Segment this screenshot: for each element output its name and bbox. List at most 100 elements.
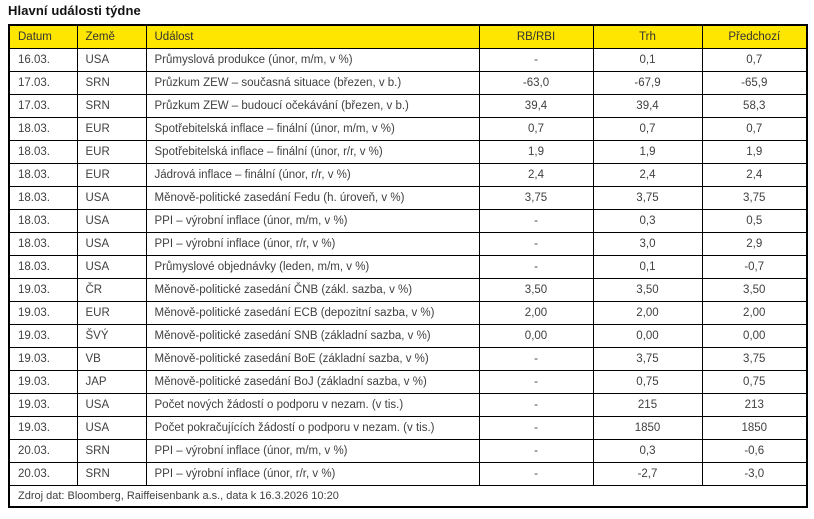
table-row: 18.03. USA Měnově-politické zasedání Fedu … (8, 185, 808, 210)
cell-trh: 0,1 (592, 254, 703, 279)
cell-rb-rbi: - (478, 461, 594, 486)
cell-udalost: Spotřebitelská inflace – finální (únor, … (145, 116, 480, 141)
table-row: 19.03. ČR Měnově-politické zasedání ČNB (z… (8, 277, 808, 302)
cell-trh: 3,50 (592, 277, 703, 302)
cell-trh: 0,75 (592, 369, 703, 394)
cell-datum: 18.03. (8, 254, 78, 279)
cell-zeme: SRN (76, 461, 147, 486)
cell-rb-rbi: - (478, 208, 594, 233)
cell-predchozi: -65,9 (701, 70, 808, 95)
cell-trh: 0,00 (592, 323, 703, 348)
cell-datum: 19.03. (8, 323, 78, 348)
cell-datum: 19.03. (8, 369, 78, 394)
weekly-events-table: Datum Země Událost RB/RBI Trh Předchozí … (8, 24, 808, 508)
cell-predchozi: 0,7 (701, 47, 808, 72)
cell-trh: 2,00 (592, 300, 703, 325)
table-row: 18.03. EUR Spotřebitelská inflace – fináln… (8, 116, 808, 141)
cell-rb-rbi: - (478, 415, 594, 440)
cell-rb-rbi: - (478, 392, 594, 417)
cell-zeme: VB (76, 346, 147, 371)
cell-datum: 18.03. (8, 162, 78, 187)
table-row: 18.03. USA Průmyslové objednávky (leden, m… (8, 254, 808, 279)
cell-rb-rbi: 0,00 (478, 323, 594, 348)
cell-udalost: Spotřebitelská inflace – finální (únor, … (145, 139, 480, 164)
cell-zeme: USA (76, 392, 147, 417)
table-footer-row: Zdroj dat: Bloomberg, Raiffeisenbank a.s… (8, 484, 808, 508)
cell-datum: 16.03. (8, 47, 78, 72)
cell-udalost: Měnově-politické zasedání BoE (základní … (145, 346, 480, 371)
cell-predchozi: 1,9 (701, 139, 808, 164)
cell-zeme: JAP (76, 369, 147, 394)
cell-datum: 17.03. (8, 70, 78, 95)
table-row: 17.03. SRN Průzkum ZEW – budoucí očekávání… (8, 93, 808, 118)
cell-datum: 18.03. (8, 185, 78, 210)
cell-predchozi: -0,7 (701, 254, 808, 279)
cell-udalost: PPI – výrobní inflace (únor, m/m, v %) (145, 438, 480, 463)
cell-trh: 2,4 (592, 162, 703, 187)
page-title: Hlavní události týdne (8, 3, 141, 18)
table-row: 19.03. EUR Měnově-politické zasedání ECB (… (8, 300, 808, 325)
table-row: 19.03. USA Počet nových žádostí o podporu … (8, 392, 808, 417)
cell-udalost: Průzkum ZEW – současná situace (březen, … (145, 70, 480, 95)
cell-rb-rbi: - (478, 254, 594, 279)
cell-udalost: Měnově-politické zasedání SNB (základní … (145, 323, 480, 348)
cell-udalost: Počet nových žádostí o podporu v nezam. … (145, 392, 480, 417)
table-row: 17.03. SRN Průzkum ZEW – současná situace … (8, 70, 808, 95)
table-header-row: Datum Země Událost RB/RBI Trh Předchozí (8, 24, 808, 49)
cell-trh: 215 (592, 392, 703, 417)
cell-rb-rbi: 2,4 (478, 162, 594, 187)
cell-datum: 19.03. (8, 300, 78, 325)
cell-udalost: Měnově-politické zasedání ECB (depozitní… (145, 300, 480, 325)
cell-rb-rbi: - (478, 369, 594, 394)
cell-trh: 0,7 (592, 116, 703, 141)
cell-trh: 0,3 (592, 438, 703, 463)
cell-udalost: Měnově-politické zasedání ČNB (zákl. saz… (145, 277, 480, 302)
cell-udalost: Průzkum ZEW – budoucí očekávání (březen,… (145, 93, 480, 118)
col-header-predchozi: Předchozí (701, 24, 808, 49)
cell-udalost: PPI – výrobní inflace (únor, r/r, v %) (145, 461, 480, 486)
cell-trh: 3,75 (592, 346, 703, 371)
table-row: 18.03. USA PPI – výrobní inflace (únor, m/… (8, 208, 808, 233)
cell-udalost: Měnově-politické zasedání Fedu (h. úrove… (145, 185, 480, 210)
cell-zeme: EUR (76, 116, 147, 141)
cell-datum: 19.03. (8, 346, 78, 371)
table-row: 19.03. JAP Měnově-politické zasedání BoJ (… (8, 369, 808, 394)
cell-predchozi: 213 (701, 392, 808, 417)
cell-trh: 3,0 (592, 231, 703, 256)
cell-udalost: Průmyslové objednávky (leden, m/m, v %) (145, 254, 480, 279)
cell-udalost: Průmyslová produkce (únor, m/m, v %) (145, 47, 480, 72)
cell-rb-rbi: - (478, 438, 594, 463)
cell-udalost: Počet pokračujících žádostí o podporu v … (145, 415, 480, 440)
table-row: 18.03. EUR Spotřebitelská inflace – fináln… (8, 139, 808, 164)
cell-zeme: SRN (76, 93, 147, 118)
cell-datum: 18.03. (8, 231, 78, 256)
cell-rb-rbi: 2,00 (478, 300, 594, 325)
cell-datum: 17.03. (8, 93, 78, 118)
cell-udalost: PPI – výrobní inflace (únor, m/m, v %) (145, 208, 480, 233)
cell-zeme: USA (76, 231, 147, 256)
cell-zeme: EUR (76, 139, 147, 164)
cell-zeme: USA (76, 208, 147, 233)
cell-zeme: EUR (76, 162, 147, 187)
cell-predchozi: 2,9 (701, 231, 808, 256)
col-header-datum: Datum (8, 24, 78, 49)
cell-udalost: Jádrová inflace – finální (únor, r/r, v … (145, 162, 480, 187)
cell-zeme: EUR (76, 300, 147, 325)
cell-rb-rbi: - (478, 231, 594, 256)
table-row: 19.03. ŠVÝ Měnově-politické zasedání SNB (… (8, 323, 808, 348)
table-row: 20.03. SRN PPI – výrobní inflace (únor, r/… (8, 461, 808, 486)
table-row: 20.03. SRN PPI – výrobní inflace (únor, m/… (8, 438, 808, 463)
cell-rb-rbi: 39,4 (478, 93, 594, 118)
cell-datum: 18.03. (8, 116, 78, 141)
cell-predchozi: 3,75 (701, 346, 808, 371)
cell-trh: 3,75 (592, 185, 703, 210)
cell-predchozi: 0,00 (701, 323, 808, 348)
cell-predchozi: 58,3 (701, 93, 808, 118)
cell-predchozi: 0,75 (701, 369, 808, 394)
table-row: 16.03. USA Průmyslová produkce (únor, m/m,… (8, 47, 808, 72)
cell-trh: 1850 (592, 415, 703, 440)
col-header-udalost: Událost (145, 24, 480, 49)
cell-predchozi: 0,7 (701, 116, 808, 141)
cell-predchozi: 3,75 (701, 185, 808, 210)
